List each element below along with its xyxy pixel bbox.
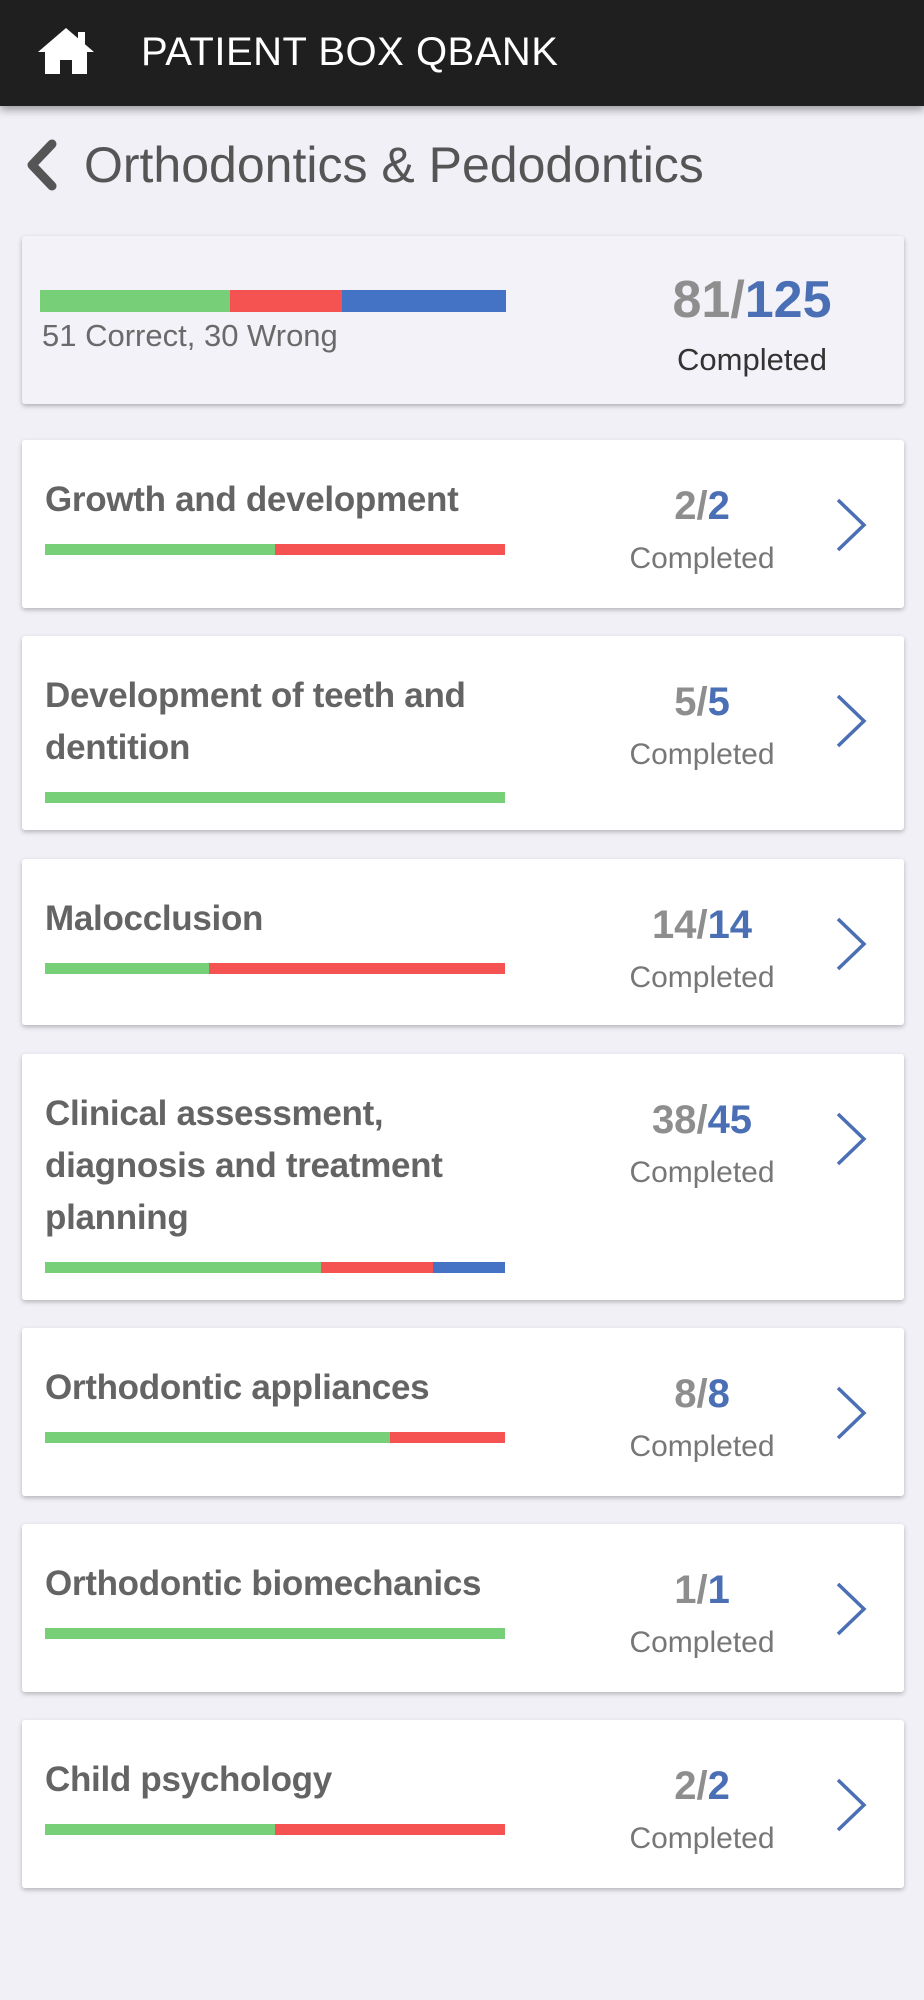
topic-card[interactable]: Malocclusion 14/14 Completed <box>22 859 904 1025</box>
topic-name: Development of teeth and dentition <box>45 676 466 767</box>
summary-completed-count: 81 <box>672 271 731 329</box>
chevron-right-icon[interactable] <box>834 1777 868 1833</box>
page-title: Orthodontics & Pedodontics <box>84 137 704 193</box>
topic-count: 8/8 <box>602 1372 802 1417</box>
topic-correct-segment <box>45 1432 390 1443</box>
topic-count: 2/2 <box>602 484 802 529</box>
summary-completed-label: Completed <box>677 342 827 377</box>
topic-completed-count: 14 <box>651 903 697 947</box>
topic-completed-label: Completed <box>629 738 775 771</box>
topic-count: 5/5 <box>602 680 802 725</box>
topic-completed-label: Completed <box>629 1626 775 1659</box>
topic-total-count: 2 <box>707 484 730 528</box>
topic-correct-segment <box>45 544 275 555</box>
topic-completed-count: 38 <box>651 1098 697 1142</box>
topic-total-count: 45 <box>707 1098 753 1142</box>
topic-completed-count: 8 <box>674 1372 697 1416</box>
topic-name: Malocclusion <box>45 899 264 938</box>
topic-progress-bar <box>45 1432 505 1443</box>
topic-completed-count: 2 <box>674 1764 697 1808</box>
topic-slash: / <box>696 484 708 528</box>
topic-card[interactable]: Orthodontic appliances 8/8 Completed <box>22 1328 904 1496</box>
topic-correct-segment <box>45 963 210 974</box>
topic-completed-count: 5 <box>674 680 697 724</box>
chevron-right-icon[interactable] <box>834 693 868 749</box>
topic-completed-count: 2 <box>674 484 697 528</box>
summary-total-count: 125 <box>744 271 832 329</box>
topic-completed-label: Completed <box>629 961 775 994</box>
app-bar: PATIENT BOX QBANK <box>0 0 924 106</box>
topic-slash: / <box>696 1098 708 1142</box>
summary-card: 51 Correct, 30 Wrong 81/125 Completed <box>22 236 904 404</box>
topic-completed-label: Completed <box>629 1822 775 1855</box>
chevron-right-icon[interactable] <box>834 1581 868 1637</box>
topic-total-count: 8 <box>707 1372 730 1416</box>
topic-card[interactable]: Child psychology 2/2 Completed <box>22 1720 904 1888</box>
topic-card[interactable]: Development of teeth and dentition 5/5 Com… <box>22 636 904 830</box>
topic-slash: / <box>696 903 708 947</box>
topic-progress-bar <box>45 963 505 974</box>
summary-wrong-segment <box>230 290 342 312</box>
topic-count: 2/2 <box>602 1764 802 1809</box>
topic-card[interactable]: Growth and development 2/2 Completed <box>22 440 904 608</box>
topic-completed-label: Completed <box>629 542 775 575</box>
topic-progress-bar <box>45 1262 505 1273</box>
topic-completed-label: Completed <box>629 1430 775 1463</box>
topic-slash: / <box>696 1568 708 1612</box>
topic-slash: / <box>696 680 708 724</box>
topic-name: Clinical assessment, diagnosis and treat… <box>45 1094 443 1237</box>
topic-count: 14/14 <box>602 903 802 948</box>
topic-correct-segment <box>45 792 505 803</box>
summary-result-text: 51 Correct, 30 Wrong <box>42 318 338 353</box>
summary-slash: / <box>730 271 745 329</box>
chevron-right-icon[interactable] <box>834 916 868 972</box>
chevron-right-icon[interactable] <box>834 1111 868 1167</box>
topic-correct-segment <box>45 1262 321 1273</box>
topic-progress-bar <box>45 544 505 555</box>
topic-total-count: 14 <box>707 903 753 947</box>
topic-total-count: 1 <box>707 1568 730 1612</box>
topic-completed-label: Completed <box>629 1156 775 1189</box>
chevron-right-icon[interactable] <box>834 1385 868 1441</box>
topic-progress-bar <box>45 1824 505 1835</box>
topic-card[interactable]: Clinical assessment, diagnosis and treat… <box>22 1054 904 1300</box>
topic-wrong-segment <box>275 544 505 555</box>
chevron-left-icon[interactable] <box>22 138 62 192</box>
topic-slash: / <box>696 1764 708 1808</box>
topic-name: Orthodontic biomechanics <box>45 1564 482 1603</box>
topic-count: 38/45 <box>602 1098 802 1143</box>
topic-correct-segment <box>45 1628 505 1639</box>
topic-wrong-segment <box>321 1262 434 1273</box>
topic-name: Child psychology <box>45 1760 332 1799</box>
topic-count: 1/1 <box>602 1568 802 1613</box>
topic-wrong-segment <box>275 1824 505 1835</box>
topic-slash: / <box>696 1372 708 1416</box>
page-header: Orthodontics & Pedodontics <box>0 120 924 210</box>
topic-name: Orthodontic appliances <box>45 1368 430 1407</box>
chevron-right-icon[interactable] <box>834 497 868 553</box>
app-title: PATIENT BOX QBANK <box>141 30 559 74</box>
summary-correct-segment <box>40 290 231 312</box>
topic-name: Growth and development <box>45 480 459 519</box>
summary-remaining-segment <box>341 290 506 312</box>
topic-wrong-segment <box>209 963 505 974</box>
topic-completed-count: 1 <box>674 1568 697 1612</box>
topic-correct-segment <box>45 1824 275 1835</box>
topic-total-count: 5 <box>707 680 730 724</box>
topic-total-count: 2 <box>707 1764 730 1808</box>
summary-count: 81/125 <box>622 270 882 330</box>
summary-progress-bar <box>40 290 506 312</box>
topic-progress-bar <box>45 792 505 803</box>
topic-remaining-segment <box>433 1262 505 1273</box>
topic-progress-bar <box>45 1628 505 1639</box>
topic-wrong-segment <box>390 1432 505 1443</box>
topic-card[interactable]: Orthodontic biomechanics 1/1 Completed <box>22 1524 904 1692</box>
home-icon[interactable] <box>36 26 96 76</box>
